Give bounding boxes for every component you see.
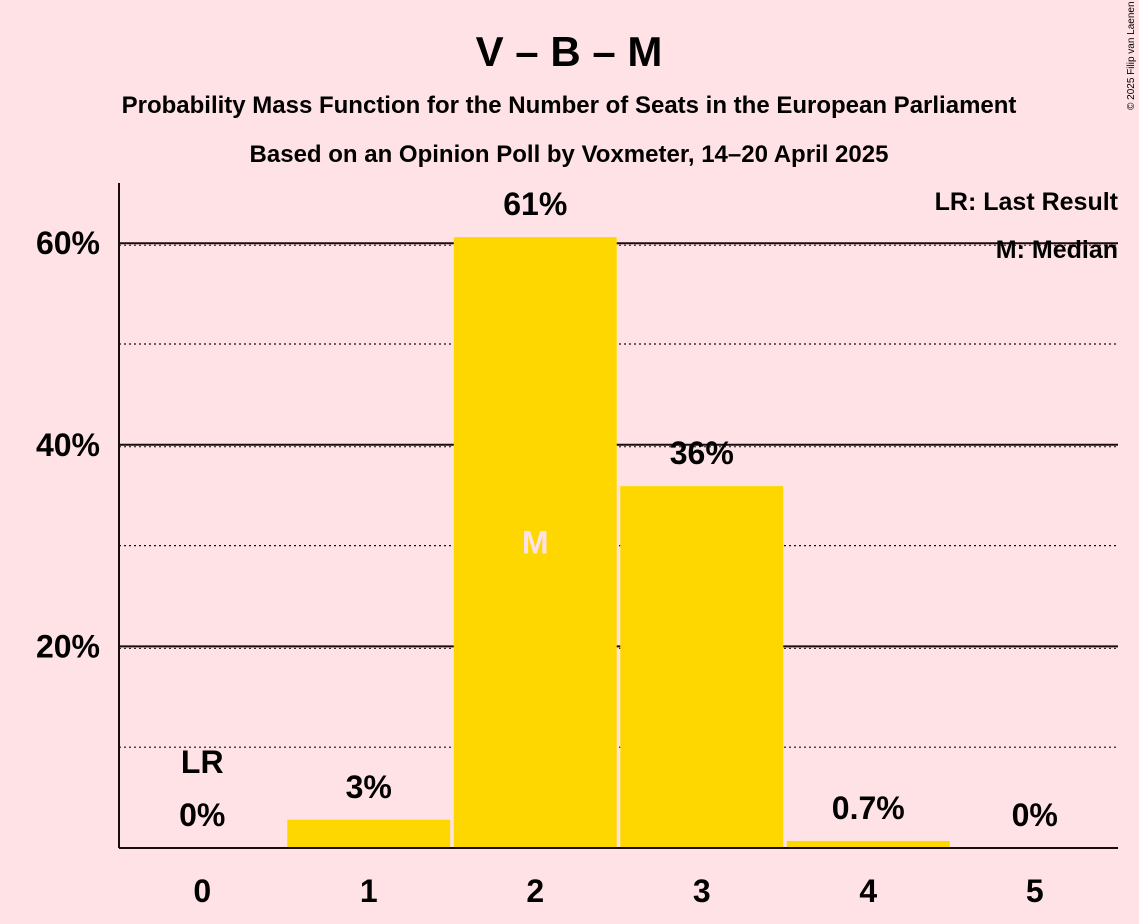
x-tick-label: 0 bbox=[193, 873, 211, 909]
y-tick-label: 20% bbox=[36, 628, 100, 664]
x-tick-label: 4 bbox=[859, 873, 877, 909]
bar-seats-3 bbox=[620, 486, 784, 848]
data-labels: 0 0% LR 1 3% 2 61% M 3 36% 4 0.7% 5 0% bbox=[179, 186, 1058, 909]
legend-last-result: LR: Last Result bbox=[935, 188, 1119, 216]
data-label: 0% bbox=[1012, 797, 1058, 833]
chart-source-line: Based on an Opinion Poll by Voxmeter, 14… bbox=[250, 141, 889, 168]
bar-seats-1 bbox=[287, 819, 451, 848]
last-result-marker: LR bbox=[181, 744, 224, 780]
bars bbox=[287, 237, 950, 849]
x-tick-label: 3 bbox=[693, 873, 711, 909]
axes bbox=[118, 183, 1118, 849]
y-tick-label: 60% bbox=[36, 225, 100, 261]
chart-subtitle: Probability Mass Function for the Number… bbox=[122, 92, 1017, 119]
x-tick-label: 2 bbox=[526, 873, 544, 909]
gridlines: 20% 40% 60% bbox=[36, 225, 1118, 748]
legend-median: M: Median bbox=[996, 236, 1118, 264]
data-label: 0% bbox=[179, 797, 225, 833]
data-label: 0.7% bbox=[832, 790, 905, 826]
x-tick-label: 1 bbox=[360, 873, 378, 909]
bar-seats-4 bbox=[786, 840, 950, 848]
data-label: 36% bbox=[670, 435, 734, 471]
bar-seats-2 bbox=[453, 237, 617, 849]
chart-title: V – B – M bbox=[476, 28, 663, 75]
x-tick-label: 5 bbox=[1026, 873, 1044, 909]
median-marker: M bbox=[522, 525, 549, 561]
data-label: 3% bbox=[346, 769, 392, 805]
copyright-notice: © 2025 Filip van Laenen bbox=[1126, 1, 1137, 110]
y-tick-label: 40% bbox=[36, 427, 100, 463]
data-label: 61% bbox=[503, 186, 567, 222]
